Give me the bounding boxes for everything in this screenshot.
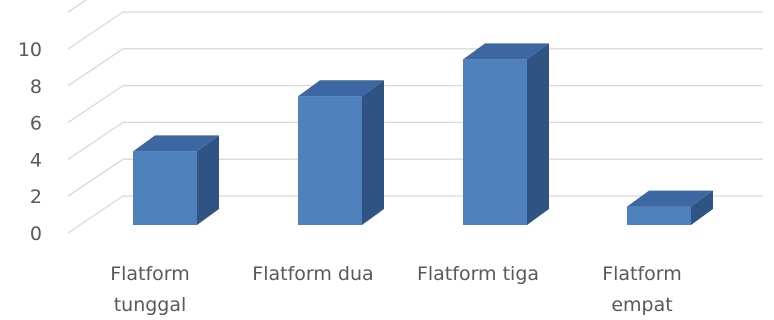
bar	[133, 135, 219, 225]
bar-front	[298, 96, 362, 225]
bar-top	[133, 135, 219, 152]
bar-top	[627, 190, 713, 207]
category-label: Flatform dua	[252, 263, 373, 285]
bar-side	[527, 43, 549, 226]
y-tick-label: 2	[30, 186, 42, 208]
y-tick-label: 0	[30, 223, 42, 245]
bar-front	[133, 151, 197, 225]
gridline	[67, 195, 763, 234]
bar	[627, 190, 713, 225]
bar-top	[298, 80, 384, 97]
bar-front	[463, 59, 527, 226]
gridline	[67, 0, 88, 13]
bar-side	[362, 80, 384, 225]
gridline	[67, 121, 763, 160]
bar	[298, 80, 384, 225]
y-tick-label: 8	[30, 76, 42, 98]
category-label: Flatform tiga	[417, 263, 539, 285]
y-axis-ticks: 0 2 4 6 8 10	[18, 39, 42, 245]
gridlines	[67, 0, 763, 234]
x-axis-categories: Flatform tunggal Flatform dua Flatform tiga…	[110, 263, 682, 316]
bar-side	[197, 135, 219, 225]
gridline	[67, 48, 763, 87]
bar-side	[691, 190, 713, 225]
y-tick-label: 6	[30, 113, 42, 135]
bar-front	[627, 206, 691, 225]
bars	[133, 43, 713, 226]
category-label: Flatform tunggal	[110, 263, 190, 316]
bar-top	[463, 43, 549, 60]
gridline	[67, 158, 763, 197]
gridline	[67, 11, 763, 50]
y-tick-label: 4	[30, 149, 42, 171]
category-label: Flatform empat	[602, 263, 682, 316]
gridline	[67, 84, 763, 124]
bar	[463, 43, 549, 226]
y-tick-label: 10	[18, 39, 42, 61]
